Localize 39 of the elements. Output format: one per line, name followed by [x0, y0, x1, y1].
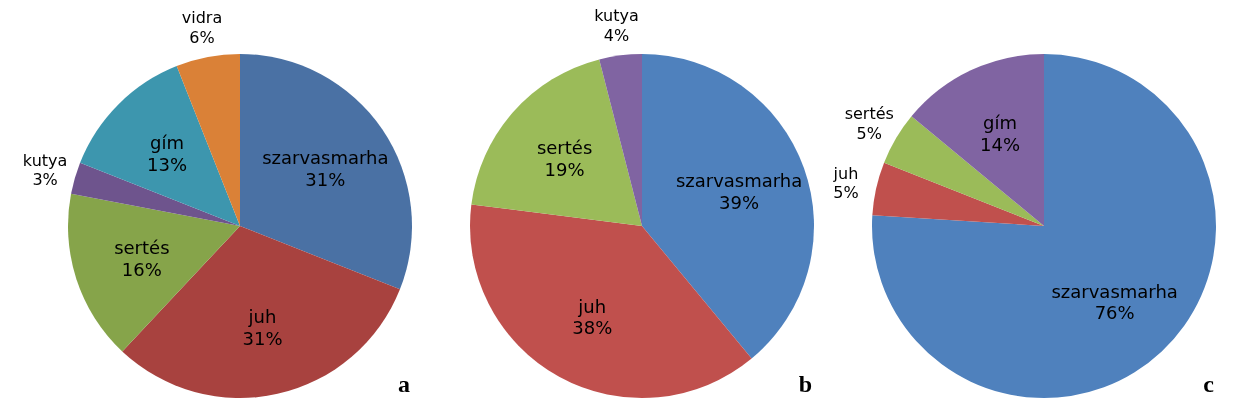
slice-label: sertés	[844, 104, 894, 124]
data-label: 5%	[833, 182, 859, 202]
data-label: 5%	[856, 123, 882, 143]
data-label: 3%	[32, 170, 58, 190]
pie-slice	[911, 54, 1044, 226]
data-label: 31%	[242, 327, 283, 349]
slice-label: kutya	[594, 6, 639, 26]
data-label: 13%	[147, 154, 188, 176]
text: a	[398, 371, 410, 397]
slice-label: juh	[832, 163, 859, 183]
data-label: 76%	[1094, 302, 1135, 324]
slice-label: vidra	[181, 8, 223, 28]
slice-label: szarvasmarha	[262, 147, 389, 169]
slice-label: szarvasmarha	[675, 170, 803, 192]
text: c	[1203, 371, 1215, 397]
pie-slice	[642, 54, 814, 359]
slice-label: gím	[150, 132, 185, 154]
pie-slice	[80, 66, 240, 226]
data-label: 39%	[719, 192, 760, 214]
slice-label: sertés	[536, 137, 593, 159]
pie-slice	[240, 54, 412, 290]
slice-label: juh	[577, 295, 607, 317]
slice-label: szarvasmarha	[1051, 280, 1178, 302]
data-label: 6%	[189, 27, 215, 47]
data-label: 14%	[980, 133, 1021, 155]
pie-slice	[68, 193, 240, 352]
text: b	[798, 371, 812, 397]
pie-slice	[599, 54, 642, 226]
data-label: 4%	[603, 25, 630, 45]
data-label: 31%	[305, 168, 346, 190]
pie-slice	[471, 59, 642, 226]
pie-slice	[872, 162, 1044, 226]
slice-label: sertés	[114, 237, 170, 259]
data-label: 19%	[544, 158, 585, 180]
slice-label: kutya	[22, 151, 68, 171]
slice-label: gím	[983, 112, 1018, 134]
data-label: 38%	[572, 317, 613, 339]
data-label: 16%	[121, 258, 162, 280]
slice-label: juh	[247, 306, 277, 328]
